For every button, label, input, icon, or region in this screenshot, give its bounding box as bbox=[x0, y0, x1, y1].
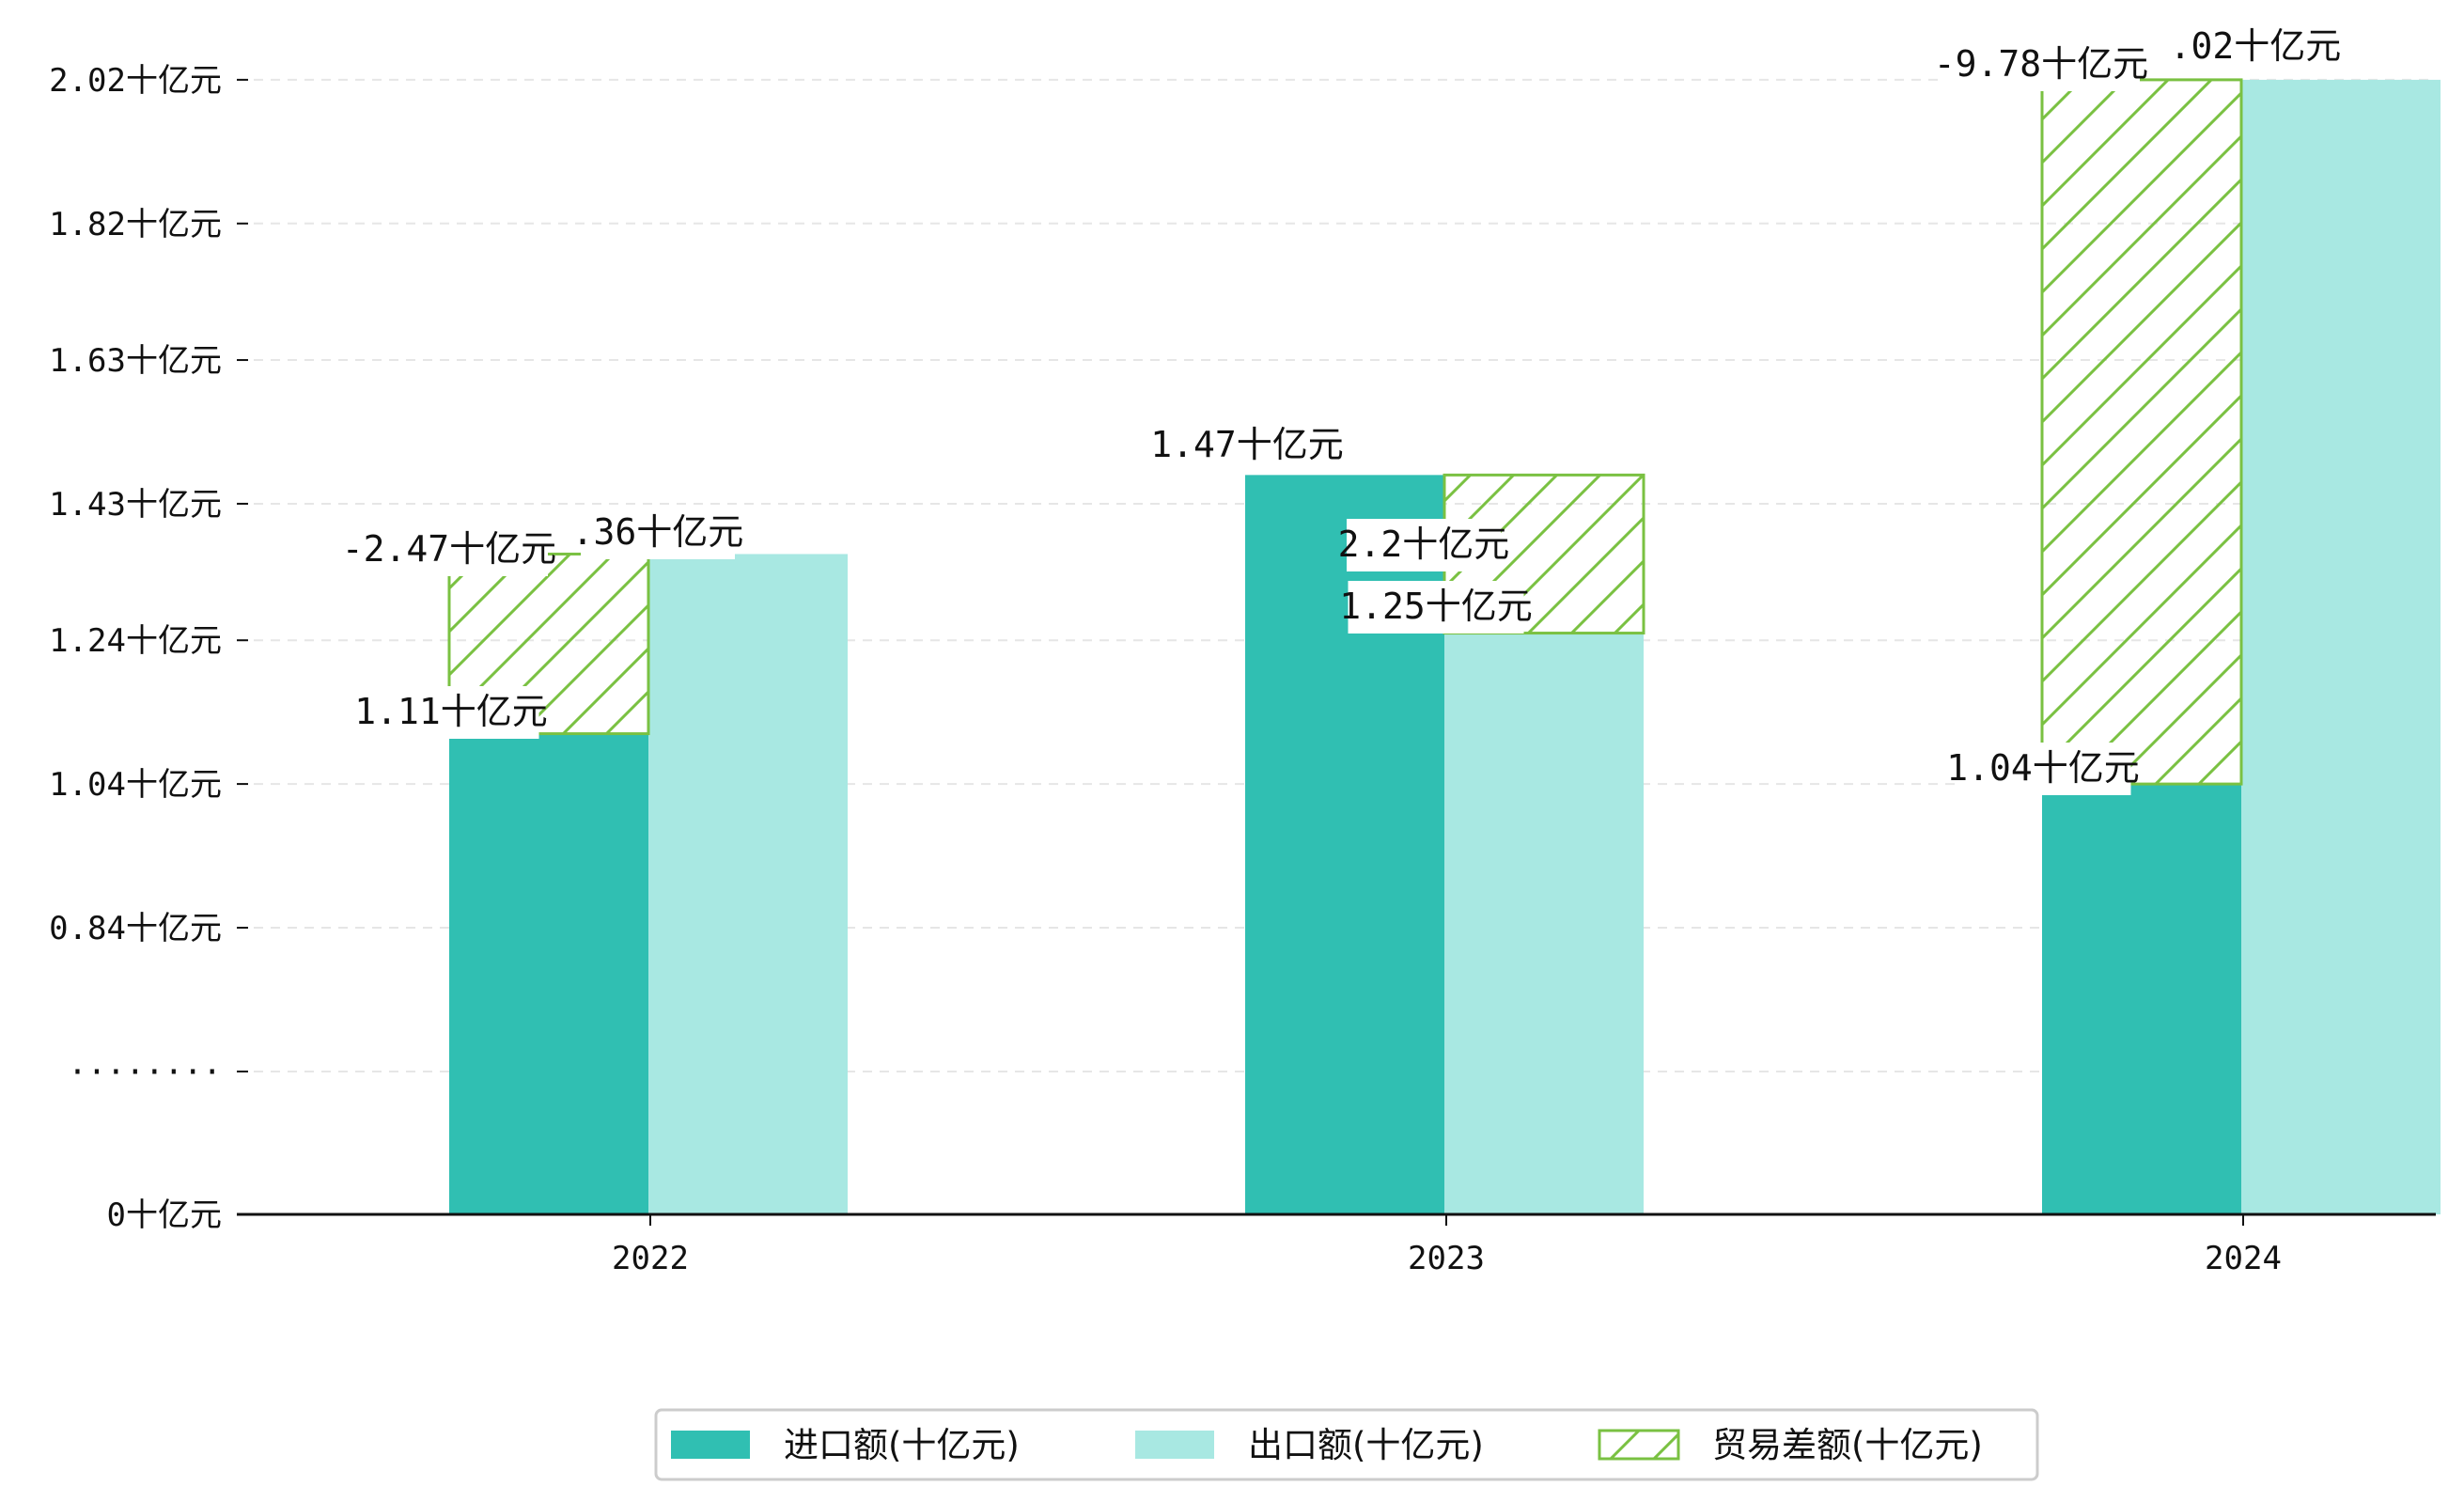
data-label: 1.47十亿元 bbox=[1150, 419, 1344, 472]
data-label: .36十亿元 bbox=[572, 507, 744, 559]
y-tick-label: 1.43十亿元 bbox=[49, 486, 222, 524]
legend-swatch bbox=[1598, 1429, 1680, 1461]
data-label-box bbox=[581, 507, 735, 559]
import-bar bbox=[2042, 784, 2241, 1214]
x-tick-label: 2022 bbox=[612, 1240, 689, 1277]
data-label-text: .36十亿元 bbox=[572, 511, 744, 553]
y-tick-label: 1.82十亿元 bbox=[49, 206, 222, 243]
balance-bar bbox=[2040, 78, 2243, 786]
data-label: -2.47十亿元 bbox=[342, 524, 556, 576]
legend-frame bbox=[654, 1408, 2039, 1481]
export-bar bbox=[2241, 79, 2441, 1214]
data-label-text: -9.78十亿元 bbox=[1934, 43, 2148, 85]
data-label: -9.78十亿元 bbox=[1934, 39, 2148, 91]
data-label-box bbox=[1348, 581, 1524, 634]
legend-label: 贸易差额(十亿元) bbox=[1712, 1425, 1983, 1465]
legend-label: 进口额(十亿元) bbox=[784, 1425, 1020, 1465]
y-tick-label: 2.02十亿元 bbox=[49, 62, 222, 100]
data-label-text: -2.47十亿元 bbox=[342, 528, 556, 570]
export-bar bbox=[1444, 633, 1644, 1214]
y-tick-label: 0.84十亿元 bbox=[49, 910, 222, 947]
data-label-box bbox=[351, 524, 548, 576]
data-label-text: 1.11十亿元 bbox=[354, 691, 548, 732]
legend-item: 出口额(十亿元) bbox=[1135, 1425, 1484, 1465]
legend-swatch bbox=[1135, 1431, 1214, 1459]
import-bar bbox=[449, 733, 648, 1214]
data-label-box bbox=[1347, 519, 1501, 571]
y-tick-label: 1.63十亿元 bbox=[49, 342, 222, 380]
legend-item: 进口额(十亿元) bbox=[671, 1425, 1020, 1465]
y-tick-label: ········ bbox=[68, 1054, 222, 1091]
data-labels: 1.11十亿元 -2.47十亿元 .36十亿元 1.47十亿元 2.2十亿元 1.25十亿… bbox=[342, 21, 2342, 795]
legend-swatch bbox=[671, 1431, 750, 1459]
data-label-text: .02十亿元 bbox=[2170, 25, 2342, 67]
legend: 进口额(十亿元) 出口额(十亿元) 贸易差额(十亿元) bbox=[654, 1408, 2039, 1481]
data-label: 1.11十亿元 bbox=[354, 686, 548, 739]
data-label-box bbox=[1159, 419, 1335, 472]
legend-label: 出口额(十亿元) bbox=[1248, 1425, 1484, 1465]
legend-item: 贸易差额(十亿元) bbox=[1598, 1425, 1983, 1465]
data-label-text: 2.2十亿元 bbox=[1338, 524, 1510, 565]
x-tick-label: 2024 bbox=[2205, 1240, 2282, 1277]
data-label-box bbox=[363, 686, 539, 739]
bars bbox=[447, 78, 2441, 1214]
export-bar bbox=[648, 554, 848, 1214]
data-label: 1.25十亿元 bbox=[1339, 581, 1533, 634]
data-label-box bbox=[2178, 21, 2332, 73]
data-label-box bbox=[1955, 743, 2131, 795]
x-tick-label: 2023 bbox=[1408, 1240, 1485, 1277]
axes: 0十亿元 0.84十亿元 1.04十亿元 1.24十亿元 1.43十亿元 1.63十亿元 1… bbox=[49, 62, 2436, 1277]
data-label-text: 1.04十亿元 bbox=[1946, 747, 2140, 789]
y-tick-label: 1.24十亿元 bbox=[49, 622, 222, 660]
data-label: .02十亿元 bbox=[2170, 21, 2342, 73]
data-label-text: 1.25十亿元 bbox=[1339, 586, 1533, 627]
data-label: 1.04十亿元 bbox=[1946, 743, 2140, 795]
y-tick-label: 0十亿元 bbox=[107, 1197, 222, 1234]
data-label: 2.2十亿元 bbox=[1338, 519, 1510, 571]
data-label-text: 1.47十亿元 bbox=[1150, 424, 1344, 465]
data-label-box bbox=[1942, 39, 2140, 91]
y-tick-label: 1.04十亿元 bbox=[49, 766, 222, 804]
